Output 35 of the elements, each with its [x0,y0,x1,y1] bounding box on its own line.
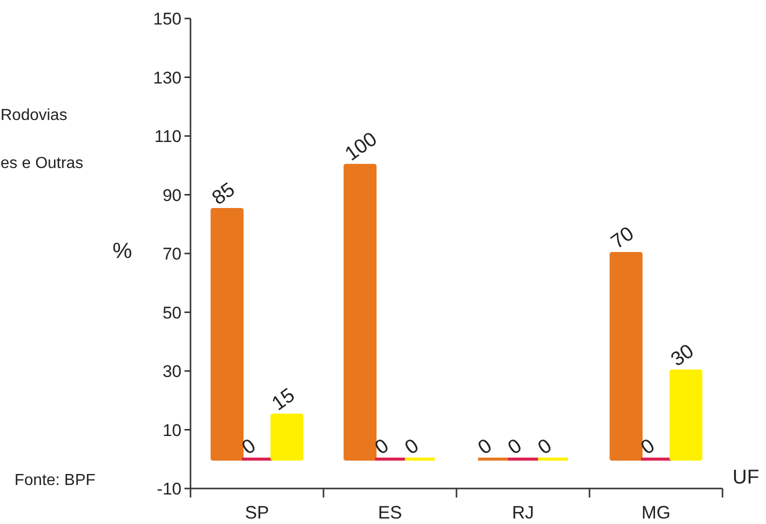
x-tick-label: RJ [512,502,534,522]
y-tick-label: 70 [162,244,182,264]
x-tick-label: ES [378,502,402,522]
y-axis-title: % [112,238,132,263]
bar [610,252,643,461]
y-tick-label: 50 [162,303,182,322]
x-tick-label: MG [642,502,670,522]
data-label: 0 [534,434,556,460]
bar [210,208,244,461]
data-label: 0 [504,434,526,460]
data-label: 15 [268,384,299,416]
bar [344,164,377,461]
data-label: 0 [371,434,393,460]
data-label: 0 [637,434,659,460]
x-tick-label: SP [244,502,270,522]
source-note: Fonte: BPF [14,472,96,489]
bar [669,370,702,461]
y-tick-label: 90 [162,186,182,205]
y-tick-label: -10 [156,480,182,498]
y-tick-label: 130 [153,68,182,88]
y-tick-label: 150 [153,10,182,28]
x-axis-title: UF [732,466,760,488]
data-label: 100 [341,128,382,166]
y-tick-label: 10 [162,420,182,440]
data-label: 85 [208,178,240,210]
data-label: 0 [401,434,423,460]
y-tick-label: 30 [162,362,182,381]
y-tick-label: 110 [154,127,182,146]
bar [270,414,304,461]
data-label: 30 [667,340,698,372]
data-label: 70 [607,222,638,254]
data-label: 0 [474,434,496,460]
data-label: 0 [238,434,260,460]
text: es e Outras [0,155,84,172]
text: Rodovias [0,107,68,124]
